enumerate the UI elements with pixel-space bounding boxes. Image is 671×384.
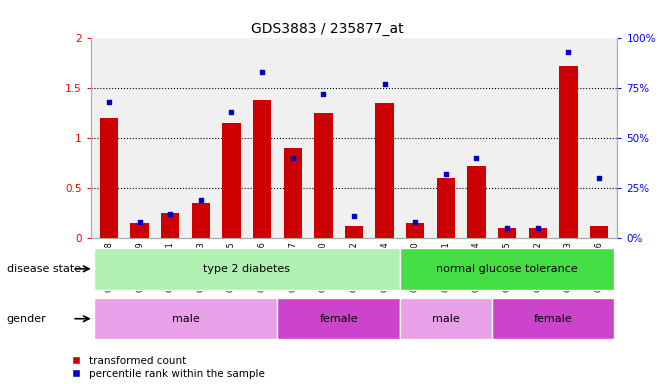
Text: male: male [432, 314, 460, 324]
Bar [222, 123, 241, 238]
Point [410, 219, 421, 225]
Point [257, 69, 268, 75]
Bar [406, 223, 424, 238]
Point [103, 99, 114, 105]
Point [563, 49, 574, 55]
Point [471, 155, 482, 161]
Point [532, 225, 543, 231]
Bar [400, 298, 492, 339]
Bar [94, 248, 400, 290]
Bar [400, 248, 614, 290]
Text: gender: gender [7, 314, 46, 324]
Text: normal glucose tolerance: normal glucose tolerance [436, 264, 578, 274]
Bar [314, 113, 333, 238]
Bar [284, 148, 302, 238]
Bar [498, 228, 516, 238]
Text: disease state: disease state [7, 264, 81, 274]
Legend: transformed count, percentile rank within the sample: transformed count, percentile rank withi… [72, 356, 265, 379]
Bar [192, 203, 210, 238]
Point [379, 81, 390, 88]
Point [502, 225, 513, 231]
Bar [559, 66, 578, 238]
Bar [492, 298, 614, 339]
Bar [277, 298, 400, 339]
Point [134, 219, 145, 225]
Text: type 2 diabetes: type 2 diabetes [203, 264, 291, 274]
Title: GDS3883 / 235877_at: GDS3883 / 235877_at [252, 22, 404, 36]
Bar [100, 118, 118, 238]
Text: male: male [172, 314, 199, 324]
Point [165, 211, 176, 217]
Bar [375, 103, 394, 238]
Bar [590, 226, 608, 238]
Point [195, 197, 206, 203]
Text: female: female [533, 314, 572, 324]
Bar [529, 228, 547, 238]
Bar [437, 178, 455, 238]
Point [287, 155, 298, 161]
Point [318, 91, 329, 98]
Bar [345, 226, 363, 238]
Bar [253, 100, 271, 238]
Bar [161, 213, 179, 238]
Bar [467, 166, 486, 238]
Bar [130, 223, 149, 238]
Point [594, 175, 605, 181]
Point [349, 213, 360, 219]
Text: female: female [319, 314, 358, 324]
Point [226, 109, 237, 115]
Point [440, 171, 451, 177]
Bar [94, 298, 277, 339]
